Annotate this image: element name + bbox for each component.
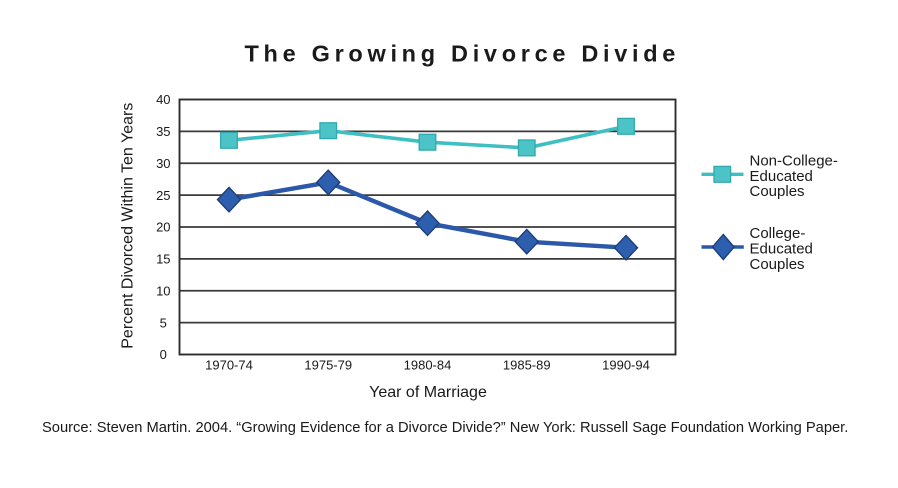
svg-text:35: 35 — [156, 124, 170, 139]
svg-text:15: 15 — [156, 252, 170, 267]
svg-text:1970-74: 1970-74 — [205, 358, 253, 373]
svg-text:Year of Marriage: Year of Marriage — [369, 384, 487, 401]
svg-text:Percent Divorced Within Ten Ye: Percent Divorced Within Ten Years — [119, 103, 136, 349]
svg-text:Educated: Educated — [750, 241, 813, 258]
svg-text:1985-89: 1985-89 — [503, 358, 551, 373]
svg-text:1975-79: 1975-79 — [304, 358, 352, 373]
svg-text:Couples: Couples — [750, 183, 805, 200]
svg-text:5: 5 — [160, 315, 167, 330]
svg-text:10: 10 — [156, 283, 170, 298]
svg-text:20: 20 — [156, 220, 170, 235]
svg-text:Educated: Educated — [750, 168, 813, 185]
svg-text:30: 30 — [156, 156, 170, 171]
svg-text:0: 0 — [160, 347, 167, 362]
svg-text:The Growing Divorce Divide: The Growing Divorce Divide — [244, 40, 680, 66]
svg-text:Source: Steven Martin. 2004. “: Source: Steven Martin. 2004. “Growing Ev… — [42, 420, 848, 436]
svg-text:1990-94: 1990-94 — [602, 358, 650, 373]
svg-text:College-: College- — [750, 225, 806, 242]
svg-text:40: 40 — [156, 92, 170, 107]
svg-text:Non-College-: Non-College- — [750, 153, 838, 170]
svg-text:25: 25 — [156, 188, 170, 203]
svg-text:Couples: Couples — [750, 256, 805, 273]
svg-text:1980-84: 1980-84 — [404, 358, 452, 373]
